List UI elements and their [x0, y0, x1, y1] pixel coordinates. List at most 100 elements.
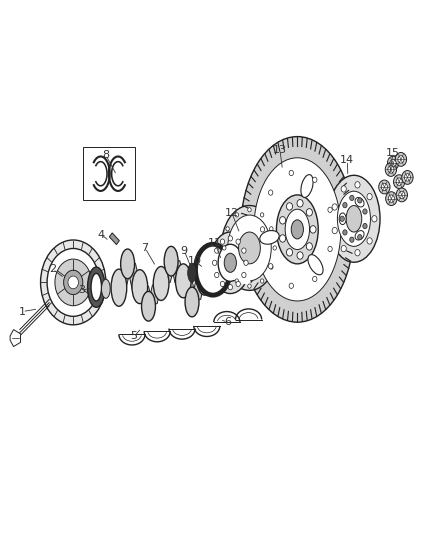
- Ellipse shape: [301, 175, 313, 197]
- Ellipse shape: [141, 292, 155, 321]
- Text: 12: 12: [225, 208, 239, 219]
- Circle shape: [279, 216, 286, 224]
- Circle shape: [386, 192, 397, 206]
- Text: 13: 13: [273, 145, 287, 155]
- Polygon shape: [171, 261, 184, 283]
- Circle shape: [228, 285, 233, 290]
- Circle shape: [343, 230, 347, 235]
- Circle shape: [357, 235, 362, 240]
- Circle shape: [268, 190, 273, 195]
- Circle shape: [260, 279, 264, 283]
- Circle shape: [223, 246, 226, 250]
- Ellipse shape: [41, 240, 106, 325]
- Circle shape: [306, 208, 312, 216]
- Ellipse shape: [210, 232, 251, 294]
- Circle shape: [385, 163, 396, 176]
- Circle shape: [215, 248, 219, 253]
- Text: 5: 5: [131, 332, 138, 342]
- Ellipse shape: [355, 198, 364, 207]
- Circle shape: [289, 283, 293, 288]
- Circle shape: [399, 191, 405, 199]
- Ellipse shape: [64, 270, 83, 295]
- Ellipse shape: [221, 206, 278, 290]
- Circle shape: [390, 159, 396, 167]
- Text: 14: 14: [340, 156, 354, 165]
- Circle shape: [402, 171, 413, 184]
- Circle shape: [260, 213, 264, 217]
- Ellipse shape: [228, 215, 271, 281]
- Circle shape: [350, 237, 354, 243]
- Ellipse shape: [88, 267, 105, 308]
- Ellipse shape: [185, 287, 199, 317]
- Circle shape: [341, 245, 346, 252]
- Circle shape: [68, 276, 78, 289]
- Ellipse shape: [197, 261, 212, 295]
- Ellipse shape: [339, 213, 346, 224]
- Circle shape: [310, 225, 316, 233]
- Text: 6: 6: [224, 317, 231, 327]
- Ellipse shape: [260, 231, 279, 244]
- Circle shape: [226, 265, 230, 269]
- Circle shape: [355, 182, 360, 188]
- Polygon shape: [183, 280, 196, 302]
- Circle shape: [355, 249, 360, 256]
- Circle shape: [350, 195, 354, 200]
- Circle shape: [235, 213, 239, 217]
- Circle shape: [297, 252, 303, 259]
- Circle shape: [363, 209, 367, 214]
- Text: 10: 10: [188, 256, 202, 266]
- Ellipse shape: [91, 273, 102, 301]
- Circle shape: [235, 279, 239, 283]
- Ellipse shape: [176, 264, 191, 298]
- Ellipse shape: [216, 264, 226, 288]
- Circle shape: [306, 243, 312, 250]
- Circle shape: [313, 177, 317, 182]
- Ellipse shape: [254, 158, 341, 301]
- Circle shape: [279, 235, 286, 242]
- Ellipse shape: [291, 220, 304, 239]
- Ellipse shape: [308, 255, 323, 275]
- Ellipse shape: [187, 263, 196, 282]
- Circle shape: [236, 239, 240, 244]
- Text: 3: 3: [78, 285, 85, 295]
- Circle shape: [343, 203, 347, 208]
- Circle shape: [260, 227, 265, 232]
- Circle shape: [398, 156, 404, 163]
- Ellipse shape: [111, 269, 127, 306]
- Circle shape: [269, 227, 273, 231]
- Ellipse shape: [224, 253, 237, 272]
- Circle shape: [226, 227, 230, 231]
- Circle shape: [396, 178, 402, 185]
- Circle shape: [341, 186, 346, 192]
- Polygon shape: [118, 264, 132, 287]
- Circle shape: [215, 272, 219, 278]
- Circle shape: [220, 281, 225, 287]
- Bar: [83, 147, 135, 200]
- Circle shape: [313, 276, 317, 281]
- Circle shape: [388, 166, 394, 173]
- Circle shape: [273, 246, 276, 250]
- Circle shape: [379, 180, 390, 194]
- Text: 2: 2: [49, 264, 57, 274]
- Text: 1: 1: [19, 306, 26, 317]
- Circle shape: [395, 152, 406, 166]
- Ellipse shape: [239, 232, 260, 264]
- Text: 15: 15: [386, 148, 400, 158]
- Circle shape: [244, 260, 248, 265]
- Ellipse shape: [241, 136, 354, 322]
- Polygon shape: [127, 263, 141, 289]
- Circle shape: [381, 183, 388, 191]
- Text: 9: 9: [180, 246, 188, 256]
- Circle shape: [286, 203, 293, 210]
- Ellipse shape: [218, 244, 243, 281]
- Circle shape: [286, 248, 293, 256]
- Wedge shape: [222, 248, 250, 284]
- Circle shape: [289, 171, 293, 176]
- Ellipse shape: [132, 270, 148, 304]
- Ellipse shape: [276, 195, 318, 264]
- Circle shape: [248, 284, 251, 288]
- Ellipse shape: [120, 249, 134, 279]
- Ellipse shape: [355, 231, 364, 240]
- Text: 4: 4: [98, 230, 105, 240]
- Circle shape: [220, 239, 225, 244]
